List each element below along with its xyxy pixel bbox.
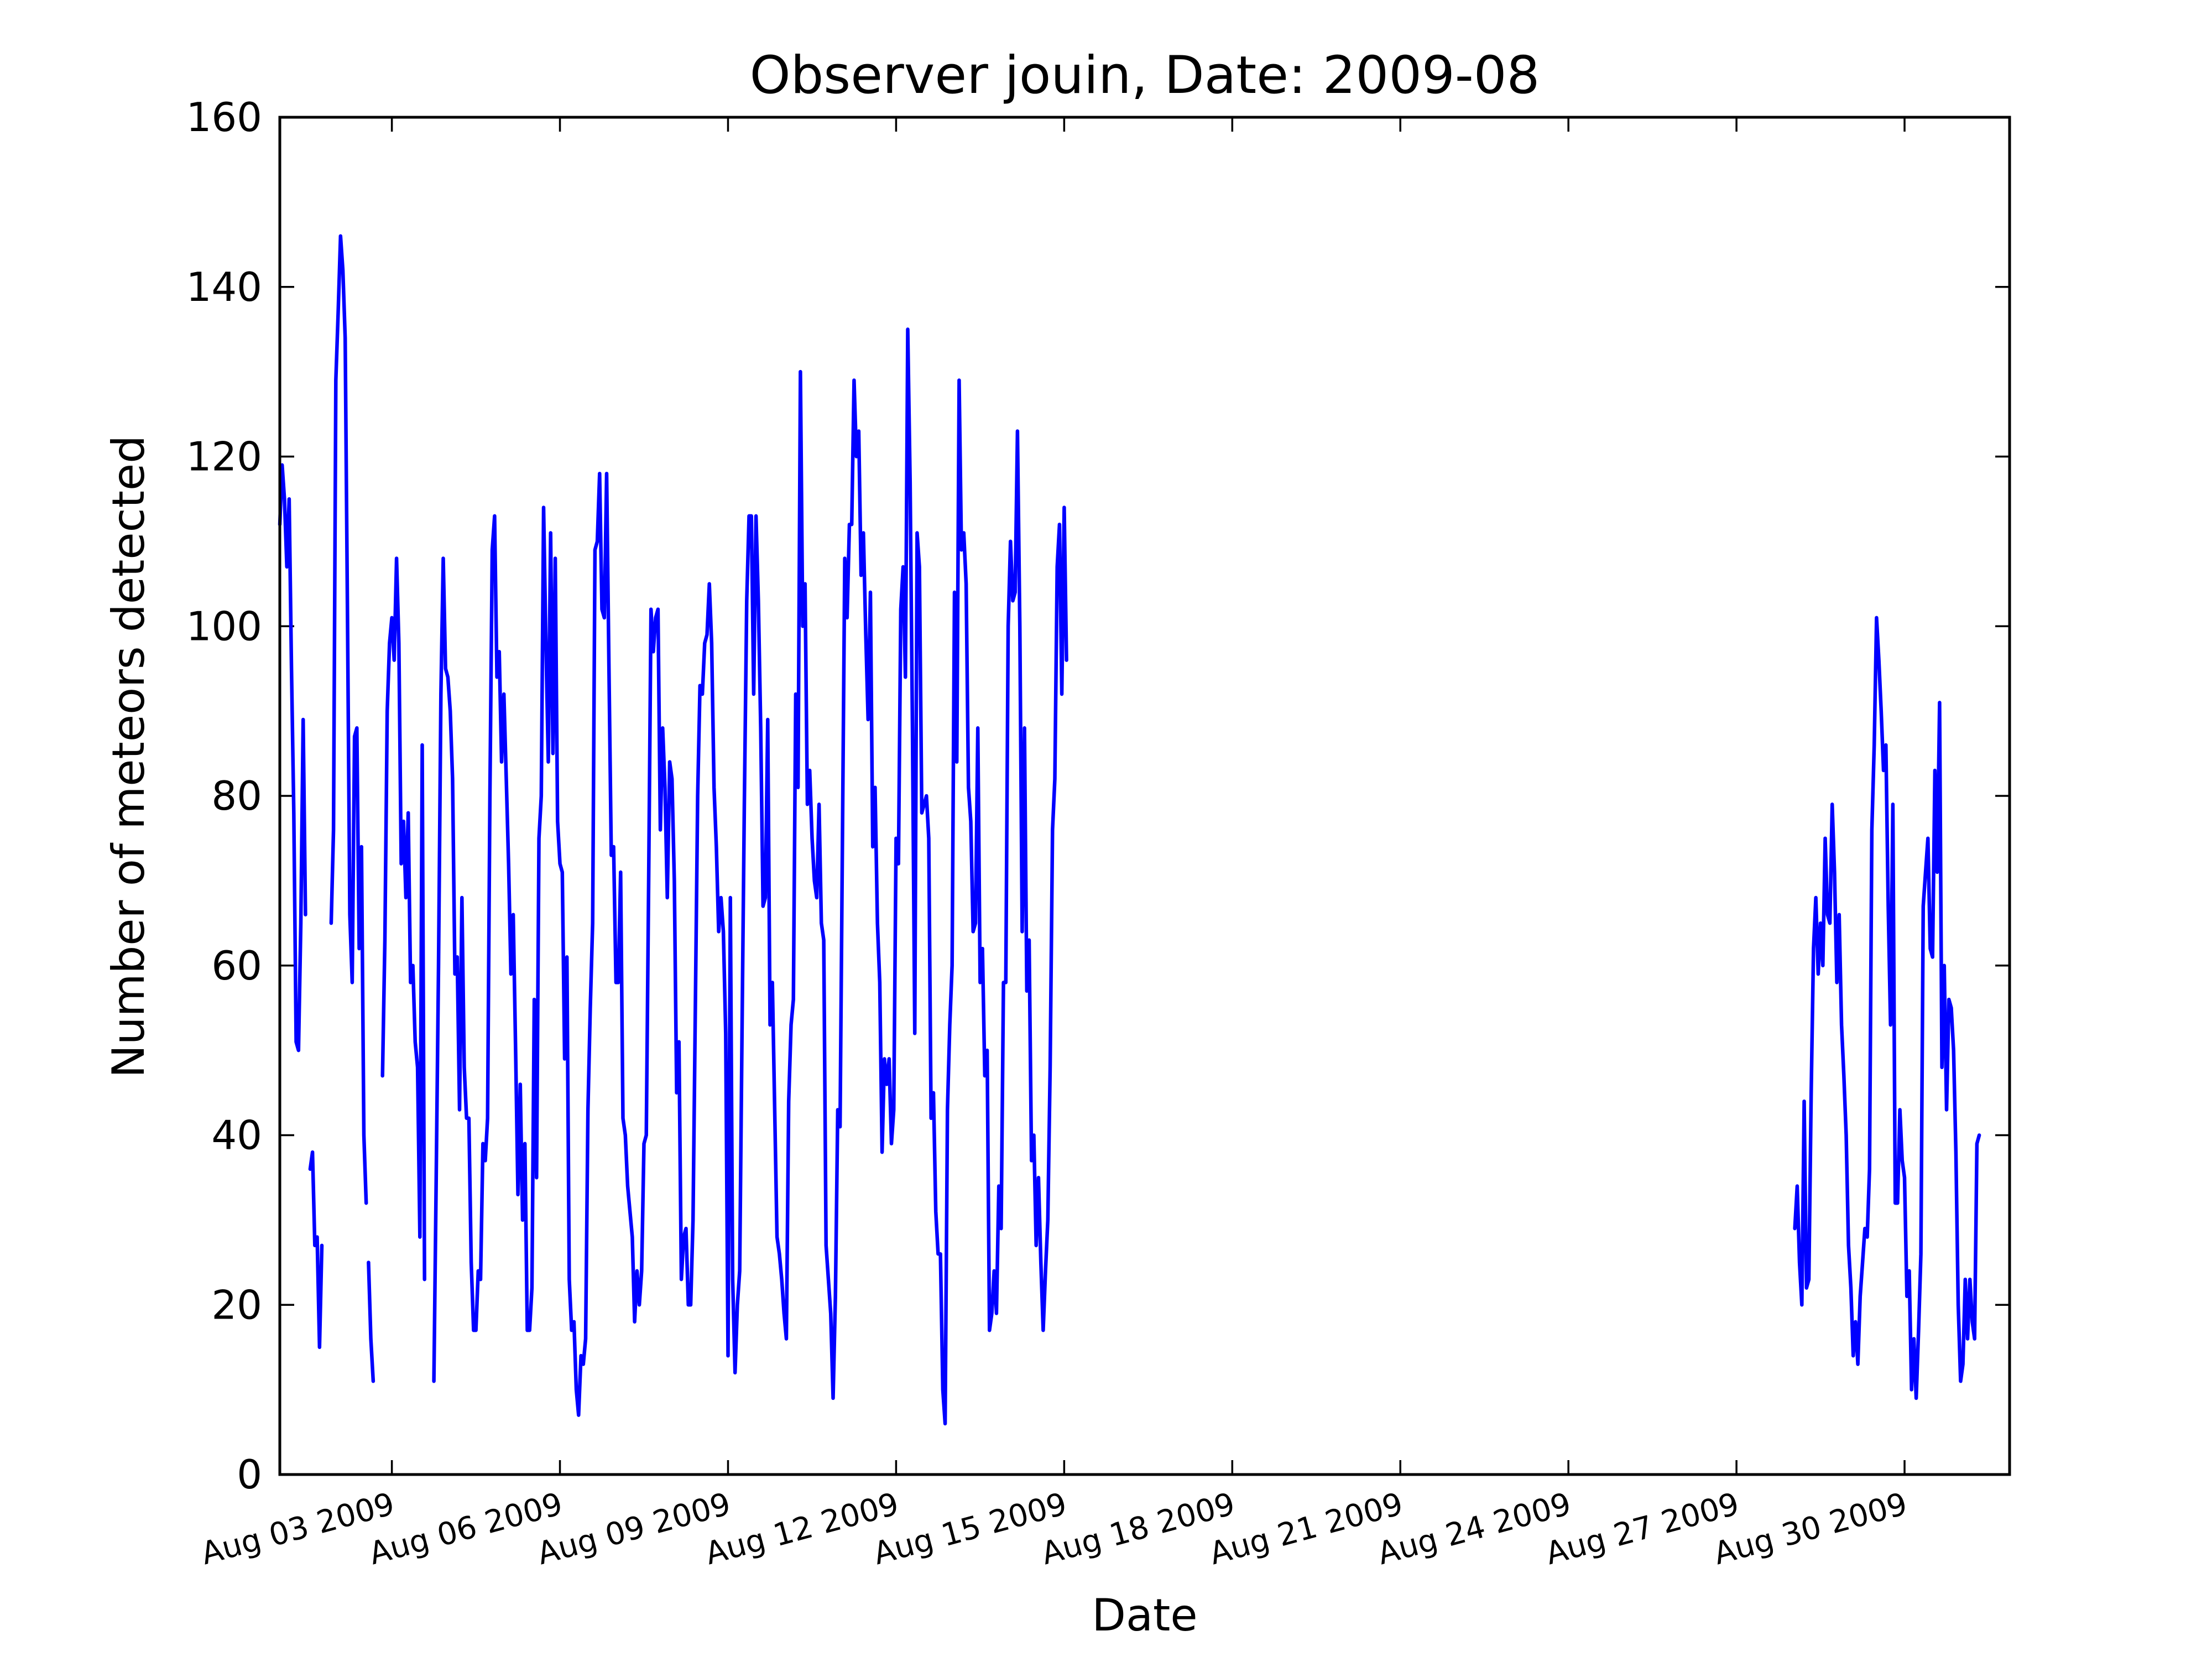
x-tick-label: Aug 06 2009 <box>366 1486 566 1572</box>
y-tick-label: 60 <box>211 942 262 989</box>
series-line-segment <box>308 1150 324 1350</box>
chart-title: Observer jouin, Date: 2009-08 <box>750 45 1540 106</box>
y-tick-label: 20 <box>211 1281 262 1328</box>
series-line-segment <box>432 327 1068 1426</box>
x-tick-label: Aug 15 2009 <box>870 1486 1071 1572</box>
y-tick-label: 160 <box>186 94 262 140</box>
x-tick-label: Aug 21 2009 <box>1206 1486 1407 1572</box>
x-tick-label: Aug 30 2009 <box>1710 1486 1911 1572</box>
series-layer <box>278 234 1981 1426</box>
series-line-segment <box>380 556 426 1281</box>
x-axis-label: Date <box>1092 1590 1197 1641</box>
x-tick-label: Aug 18 2009 <box>1038 1486 1239 1572</box>
x-tick-label: Aug 24 2009 <box>1374 1486 1574 1572</box>
series-line-segment <box>329 234 368 1205</box>
y-axis: 0 20 40 60 80 100 120 140 160 <box>186 94 2010 1498</box>
y-axis-label: Number of meteors detected <box>103 435 154 1078</box>
x-tick-label: Aug 12 2009 <box>702 1486 902 1572</box>
x-tick-label: Aug 09 2009 <box>534 1486 734 1572</box>
y-tick-label: 100 <box>186 603 262 649</box>
series-line-segment <box>278 463 307 1053</box>
y-tick-label: 40 <box>211 1112 262 1159</box>
y-tick-label: 140 <box>186 264 262 310</box>
y-tick-label: 80 <box>211 773 262 819</box>
x-tick-label: Aug 27 2009 <box>1542 1486 1743 1572</box>
y-tick-label: 0 <box>237 1451 262 1498</box>
series-line-segment <box>367 1260 375 1383</box>
series-line-segment <box>1793 616 1981 1400</box>
x-tick-label: Aug 03 2009 <box>197 1486 398 1572</box>
y-tick-label: 120 <box>186 434 262 480</box>
plot-area-frame <box>278 116 2011 1476</box>
